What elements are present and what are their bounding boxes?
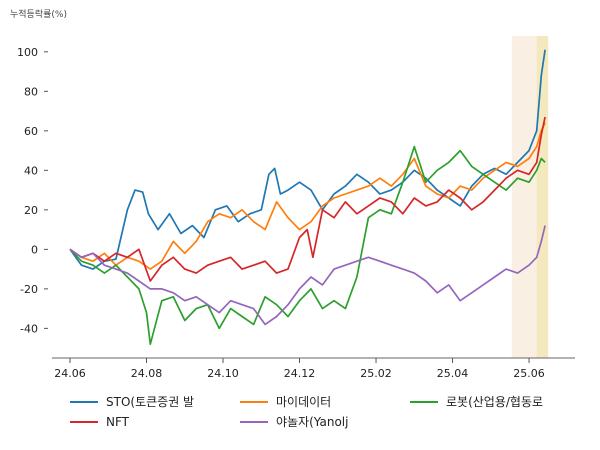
highlight-band-1 [536, 36, 549, 358]
legend-label-4: 야놀자(Yanolj [276, 415, 348, 429]
x-tick-label-6: 25.06 [513, 367, 545, 380]
series-line-1 [69, 122, 546, 270]
x-tick-label-3: 24.12 [284, 367, 316, 380]
y-tick-label-7: 100 [17, 46, 38, 59]
series-line-0 [69, 49, 546, 270]
y-tick-label-4: 40 [24, 164, 38, 177]
series-line-3 [69, 116, 546, 282]
x-tick-label-4: 25.02 [360, 367, 392, 380]
y-tick-label-6: 80 [24, 85, 38, 98]
x-axis: 24.06 24.08 24.10 24.12 25.02 25.04 25.06 [52, 357, 575, 380]
series-lines [69, 49, 546, 346]
x-tick-label-2: 24.10 [207, 367, 239, 380]
legend-label-2: 로봇(산업용/협동로 [446, 395, 543, 409]
y-tick-label-2: 0 [31, 243, 38, 256]
legend-label-1: 마이데이터 [276, 395, 331, 409]
y-axis-unit-label: 누적등락률(%) [10, 8, 67, 20]
highlight-bands [511, 36, 549, 358]
legend: STO(토큰증권 발 마이데이터 로봇(산업용/협동로 NFT 야놀자(Yanolj [70, 395, 543, 429]
x-tick-label-5: 25.04 [437, 367, 469, 380]
y-tick-label-5: 60 [24, 125, 38, 138]
x-tick-label-1: 24.08 [131, 367, 163, 380]
series-line-2 [69, 145, 546, 346]
y-tick-label-0: -40 [20, 322, 38, 335]
y-axis: -40 -20 0 20 40 60 80 100 [17, 46, 48, 335]
legend-label-0: STO(토큰증권 발 [106, 395, 194, 409]
y-tick-label-3: 20 [24, 204, 38, 217]
y-tick-label-1: -20 [20, 283, 38, 296]
x-tick-label-0: 24.06 [54, 367, 86, 380]
legend-label-3: NFT [106, 415, 130, 429]
series-line-4 [69, 225, 546, 326]
